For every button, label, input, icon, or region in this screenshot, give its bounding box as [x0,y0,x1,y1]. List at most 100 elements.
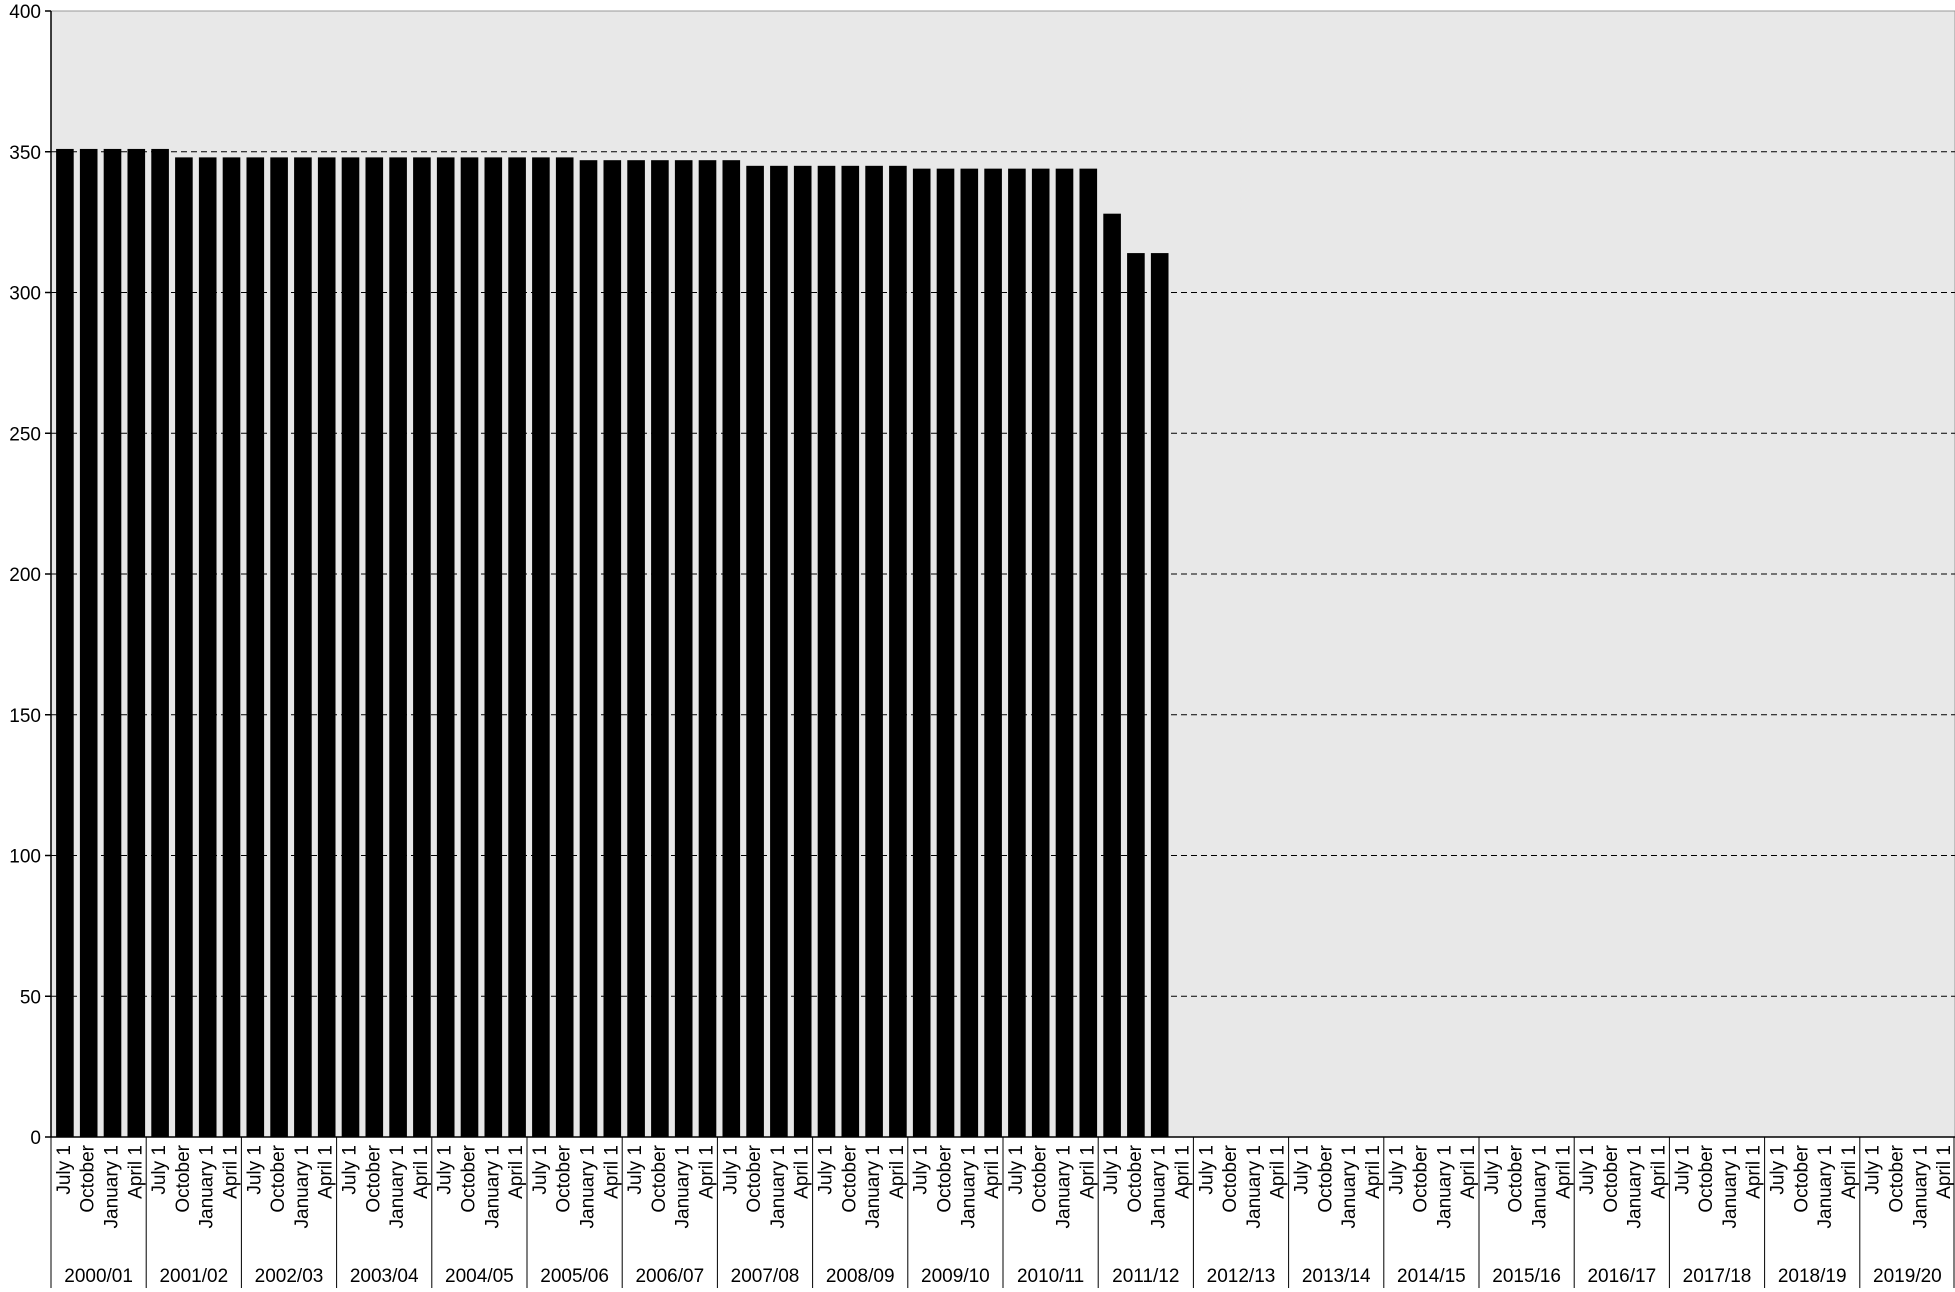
quarter-label: January 1 [1339,1145,1360,1228]
year-label: 2010/11 [1017,1266,1084,1287]
quarter-label: April 1 [1363,1145,1384,1199]
quarter-label: October [935,1144,956,1212]
bar [579,160,598,1137]
quarter-label: January 1 [1434,1145,1455,1228]
quarter-label: April 1 [982,1145,1003,1199]
bar [389,157,407,1137]
bar [912,168,931,1137]
quarter-label: October [1411,1144,1432,1212]
quarter-label: July 1 [1672,1145,1693,1195]
bar [79,148,98,1137]
year-label: 2017/18 [1683,1266,1752,1287]
quarter-label: January 1 [197,1145,218,1228]
quarter-label: April 1 [1268,1145,1289,1199]
quarter-label: July 1 [1101,1145,1122,1195]
year-label: 2018/19 [1778,1266,1847,1287]
bar [103,148,122,1137]
quarter-label: July 1 [911,1145,932,1195]
quarter-label: April 1 [1934,1145,1955,1199]
quarter-label: January 1 [102,1145,123,1228]
bar [532,157,550,1137]
year-label: 2016/17 [1587,1266,1656,1287]
quarter-label: October [554,1144,575,1212]
quarter-label: January 1 [1720,1145,1741,1228]
bar [603,160,622,1137]
year-label: 2015/16 [1492,1266,1561,1287]
quarter-label: October [649,1144,670,1212]
quarter-label: April 1 [887,1145,908,1199]
quarter-label: January 1 [768,1145,789,1228]
quarter-label: January 1 [1244,1145,1265,1228]
quarter-label: July 1 [1006,1145,1027,1195]
year-label: 2005/06 [540,1266,609,1287]
quarter-label: July 1 [1387,1145,1408,1195]
y-tick-label: 250 [9,424,41,445]
quarter-label: January 1 [1815,1145,1836,1228]
quarter-label: October [78,1144,99,1212]
bar [889,165,907,1137]
quarter-label: July 1 [530,1145,551,1195]
quarter-label: October [1220,1144,1241,1212]
quarter-label: April 1 [792,1145,813,1199]
bar [698,160,717,1137]
year-label: 2019/20 [1873,1266,1942,1287]
y-tick-label: 400 [9,2,41,23]
bar [555,157,574,1137]
quarter-label: January 1 [863,1145,884,1228]
bar [365,157,384,1137]
bar [222,157,241,1137]
bar [865,165,883,1137]
quarter-label: January 1 [1530,1145,1551,1228]
bar [793,165,812,1137]
quarter-label: January 1 [292,1145,313,1228]
bar [841,165,860,1137]
quarter-label: October [744,1144,765,1212]
quarter-label: July 1 [1768,1145,1789,1195]
bar [198,157,217,1137]
quarter-label: October [1601,1144,1622,1212]
quarter-label: January 1 [673,1145,694,1228]
quarter-label: January 1 [1625,1145,1646,1228]
year-label: 2012/13 [1207,1266,1276,1287]
quarter-label: July 1 [1292,1145,1313,1195]
quarter-label: July 1 [435,1145,456,1195]
year-label: 2014/15 [1397,1266,1466,1287]
year-label: 2008/09 [826,1266,895,1287]
quarter-label: April 1 [1553,1145,1574,1199]
bar [246,157,265,1137]
year-label: 2000/01 [64,1266,133,1287]
quarter-label: October [173,1144,194,1212]
quarter-label: July 1 [720,1145,741,1195]
quarter-label: October [1696,1144,1717,1212]
bar [722,160,741,1137]
bar [151,148,169,1137]
bar [1008,168,1026,1137]
quarter-label: October [1791,1144,1812,1212]
quarter-label: April 1 [221,1145,242,1199]
year-label: 2006/07 [635,1266,704,1287]
quarter-label: July 1 [1863,1145,1884,1195]
bar [508,157,526,1137]
bar [1127,253,1145,1138]
bar [1150,253,1169,1138]
quarter-label: October [1030,1144,1051,1212]
y-tick-label: 200 [9,565,41,586]
y-axis-ticks: 0 50 100 150 200 250 300 350 400 [9,2,51,1149]
bar [127,148,146,1137]
quarter-label: July 1 [244,1145,265,1195]
bar [1055,168,1074,1137]
year-label: 2011/12 [1112,1266,1179,1287]
bar [484,157,503,1137]
bar [270,157,288,1137]
y-tick-label: 100 [9,847,41,868]
bar [651,160,669,1137]
bar [1031,168,1050,1137]
quarter-label: October [363,1144,384,1212]
y-tick-label: 0 [30,1128,41,1149]
bar [817,165,836,1137]
quarter-label: October [839,1144,860,1212]
bar [317,157,336,1137]
quarter-label: January 1 [1054,1145,1075,1228]
bar [674,160,693,1137]
bar [984,168,1002,1137]
